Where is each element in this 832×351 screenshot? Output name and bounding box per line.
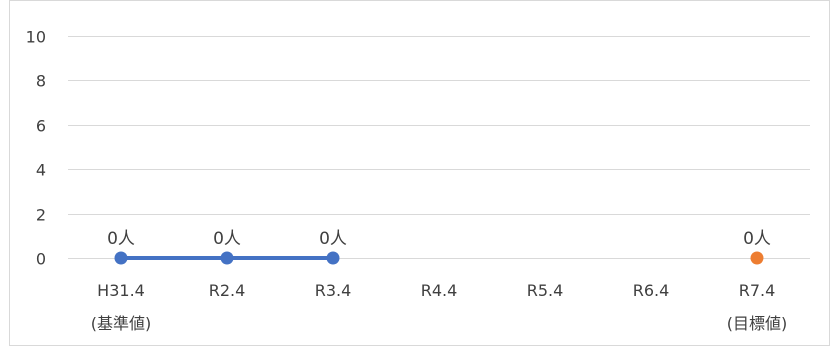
x-tick-sublabel: (基準値) [91,314,152,333]
series-1: 0人 [743,229,771,265]
x-tick-label: R4.4 [421,281,458,300]
series: 0人 0人 0人 0人 [107,229,771,265]
x-tick-label: R2.4 [209,281,246,300]
x-tick-label: R6.4 [633,281,670,300]
data-point [326,251,340,265]
data-label: 0人 [213,229,241,249]
data-point [220,251,234,265]
data-label: 0人 [319,229,347,249]
x-axis-tick-labels: H31.4 (基準値) R2.4 R3.4 R4.4 R5.4 R6.4 R7.4 (目標値) [91,281,788,333]
y-tick-label: 0 [36,250,46,269]
chart-border [9,0,830,346]
series-0: 0人 0人 0人 [107,229,347,265]
y-tick-label: 8 [36,72,46,91]
y-axis-tick-labels: 0 2 4 6 8 10 [26,28,46,269]
x-tick-label: R5.4 [527,281,564,300]
y-tick-label: 10 [26,28,46,47]
data-label: 0人 [743,229,771,249]
data-point [750,251,764,265]
x-tick-label: R7.4 [739,281,776,300]
data-point [114,251,128,265]
data-label: 0人 [107,229,135,249]
y-tick-label: 2 [36,206,46,225]
x-tick-label: H31.4 [97,281,145,300]
x-tick-sublabel: (目標値) [727,314,788,333]
x-tick-label: R3.4 [315,281,352,300]
y-tick-label: 6 [36,117,46,136]
y-tick-label: 4 [36,161,46,180]
